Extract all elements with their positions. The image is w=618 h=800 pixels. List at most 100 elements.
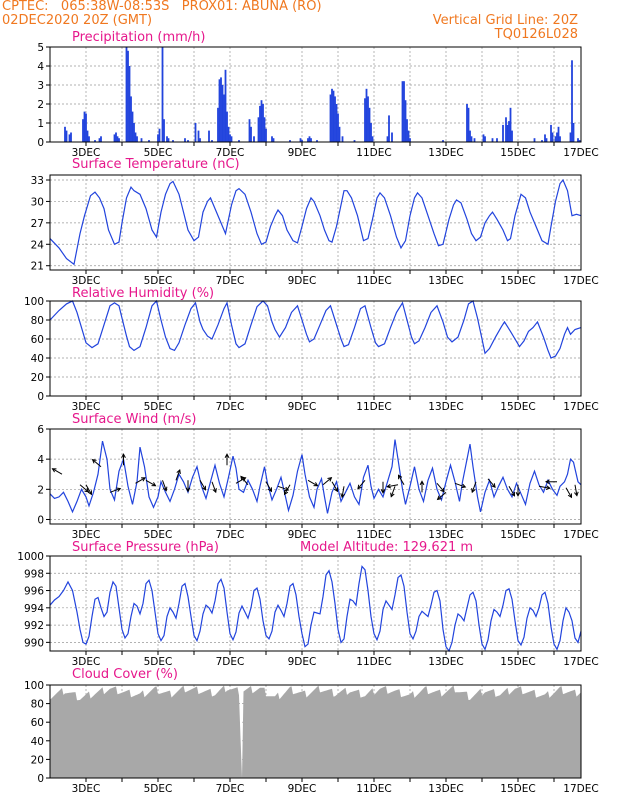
wind-arrow bbox=[565, 487, 573, 499]
pres-series-line bbox=[49, 565, 582, 653]
precip-bar bbox=[85, 113, 87, 142]
model-id-label: TQ0126L028 bbox=[494, 27, 578, 42]
rh-title: Relative Humidity (%) bbox=[72, 286, 214, 301]
run-time-label: 02DEC2020 20Z (GMT) bbox=[2, 13, 153, 28]
precip-bar bbox=[116, 136, 119, 142]
cloud-xtick-label: 17DEC bbox=[563, 783, 598, 795]
precip-bar bbox=[217, 107, 219, 142]
precip-bar bbox=[134, 132, 137, 142]
temp-ytick-label: 21 bbox=[31, 261, 44, 273]
precip-bar bbox=[265, 128, 267, 142]
precip-bar bbox=[130, 96, 132, 142]
station-header: CPTEC: 065:38W-08:53S PROX01: ABUNA (RO) bbox=[2, 0, 322, 14]
wind-arrow bbox=[574, 484, 579, 497]
precip-bar bbox=[262, 104, 264, 142]
precip-bar bbox=[404, 100, 407, 142]
wind-ytick-label: 4 bbox=[37, 454, 44, 466]
wind-arrow bbox=[436, 482, 445, 493]
pres-ytick-label: 1000 bbox=[17, 551, 44, 563]
rh-xtick-label: 3DEC bbox=[72, 401, 101, 413]
rh-ytick-label: 100 bbox=[24, 296, 44, 308]
pres-subtitle: Model Altitude: 129.621 m bbox=[300, 540, 473, 555]
precip-bar bbox=[572, 123, 575, 142]
temp-xtick-label: 5DEC bbox=[144, 275, 173, 287]
precip-xtick-label: 5DEC bbox=[144, 147, 173, 159]
wind-arrow bbox=[397, 474, 405, 486]
precip-bar bbox=[545, 138, 548, 142]
precip-bar bbox=[482, 134, 485, 142]
precip-bar bbox=[221, 85, 224, 142]
temp-ytick-label: 27 bbox=[31, 218, 44, 230]
precip-bar bbox=[248, 119, 251, 142]
precip-xtick-label: 15DEC bbox=[500, 147, 535, 159]
panel-pres: Surface Pressure (hPa) Model Altitude: 12… bbox=[17, 540, 598, 668]
wind-frame bbox=[49, 428, 582, 525]
precip-bar bbox=[511, 130, 513, 142]
wind-title: Surface Wind (m/s) bbox=[72, 412, 196, 427]
precip-bar bbox=[338, 126, 341, 142]
precip-bar bbox=[125, 47, 128, 142]
precip-bar bbox=[484, 136, 486, 142]
wind-arrow bbox=[390, 486, 396, 498]
precip-bar bbox=[368, 107, 371, 142]
precip-bar bbox=[496, 138, 498, 142]
wind-xtick-label: 7DEC bbox=[216, 529, 245, 541]
wind-arrow bbox=[454, 482, 467, 489]
precip-bar bbox=[491, 138, 494, 142]
precip-bar bbox=[68, 134, 71, 142]
wind-xtick-label: 11DEC bbox=[356, 529, 391, 541]
precip-xtick-label: 3DEC bbox=[72, 147, 101, 159]
precip-ytick-label: 1 bbox=[37, 118, 44, 130]
temp-xtick-label: 7DEC bbox=[216, 275, 245, 287]
wind-xtick-label: 5DEC bbox=[144, 529, 173, 541]
precip-bar bbox=[370, 123, 372, 142]
temp-xtick-label: 9DEC bbox=[288, 275, 317, 287]
temp-title: Surface Temperature (nC) bbox=[72, 157, 240, 172]
precip-bar bbox=[208, 130, 210, 142]
wind-arrow bbox=[283, 484, 291, 496]
rh-ytick-label: 60 bbox=[31, 334, 44, 346]
wind-arrow bbox=[85, 484, 93, 496]
precip-bar bbox=[367, 96, 369, 142]
precip-bar bbox=[131, 111, 134, 142]
wind-arrow bbox=[471, 481, 477, 494]
precip-bar bbox=[332, 90, 335, 142]
precip-bar bbox=[199, 138, 201, 142]
precip-bar bbox=[197, 130, 200, 142]
precip-title: Precipitation (mm/h) bbox=[72, 30, 205, 45]
cloud-cover-area bbox=[50, 685, 581, 778]
wind-arrow bbox=[175, 468, 181, 481]
temp-xtick-label: 3DEC bbox=[72, 275, 101, 287]
precip-bar bbox=[184, 138, 186, 142]
wind-arrow bbox=[121, 453, 126, 466]
wind-arrow bbox=[380, 481, 386, 494]
precip-bar bbox=[98, 138, 101, 142]
pres-xtick-label: 13DEC bbox=[428, 656, 463, 668]
panel-cloud: Cloud Cover (%) 0 20 40 60 80 100 3DEC 5DEC 7DEC 9… bbox=[24, 667, 599, 795]
precip-bar bbox=[148, 140, 150, 142]
cloud-ytick-label: 60 bbox=[31, 717, 44, 729]
precip-bar bbox=[329, 94, 332, 142]
precip-bar bbox=[224, 69, 227, 142]
wind-ytick-label: 0 bbox=[37, 514, 44, 526]
cloud-ytick-label: 0 bbox=[37, 773, 44, 785]
precip-bar bbox=[227, 126, 230, 142]
wind-arrow bbox=[340, 486, 345, 499]
precip-bar bbox=[406, 119, 408, 142]
rh-xtick-label: 7DEC bbox=[216, 401, 245, 413]
wind-arrow bbox=[487, 478, 496, 488]
precip-bar bbox=[118, 138, 120, 142]
wind-arrow bbox=[515, 484, 521, 497]
precip-bar bbox=[218, 79, 221, 142]
precip-bar bbox=[335, 104, 338, 142]
rh-ytick-label: 80 bbox=[31, 315, 44, 327]
precip-bar bbox=[554, 136, 557, 142]
precip-bar bbox=[187, 140, 189, 142]
precip-bar bbox=[253, 136, 255, 142]
wind-xtick-label: 15DEC bbox=[500, 529, 535, 541]
precip-bar bbox=[158, 128, 161, 142]
wind-ytick-label: 6 bbox=[37, 424, 44, 436]
precip-bar bbox=[371, 136, 374, 142]
wind-arrow bbox=[224, 453, 230, 466]
wind-arrow bbox=[307, 479, 319, 487]
